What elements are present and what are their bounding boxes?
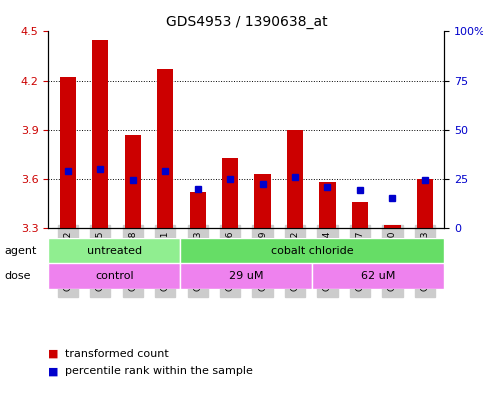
Bar <box>92 40 108 228</box>
FancyBboxPatch shape <box>180 238 444 263</box>
FancyBboxPatch shape <box>313 263 444 289</box>
Text: agent: agent <box>5 246 37 256</box>
Bar <box>352 202 368 228</box>
Bar <box>384 225 400 228</box>
Text: dose: dose <box>5 271 31 281</box>
FancyBboxPatch shape <box>180 263 313 289</box>
Bar <box>189 192 206 228</box>
FancyBboxPatch shape <box>48 263 180 289</box>
Bar <box>60 77 76 228</box>
Text: control: control <box>95 271 134 281</box>
Bar <box>255 174 270 228</box>
Text: cobalt chloride: cobalt chloride <box>271 246 354 255</box>
Text: untreated: untreated <box>87 246 142 255</box>
Bar <box>417 179 433 228</box>
Text: percentile rank within the sample: percentile rank within the sample <box>65 366 253 376</box>
Text: ■: ■ <box>48 349 59 359</box>
Bar <box>125 134 141 228</box>
FancyBboxPatch shape <box>48 238 180 263</box>
Title: GDS4953 / 1390638_at: GDS4953 / 1390638_at <box>166 15 327 29</box>
Bar <box>157 69 173 228</box>
Text: 29 uM: 29 uM <box>229 271 264 281</box>
Bar <box>222 158 238 228</box>
Text: transformed count: transformed count <box>65 349 169 359</box>
Bar <box>319 182 336 228</box>
Text: ■: ■ <box>48 366 59 376</box>
Text: 62 uM: 62 uM <box>361 271 396 281</box>
Bar <box>287 130 303 228</box>
